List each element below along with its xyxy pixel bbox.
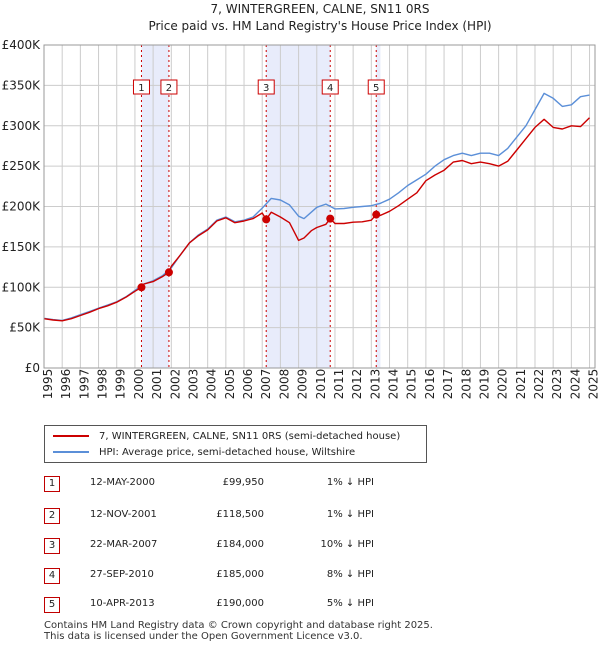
x-tick-label: 2005 <box>223 369 237 400</box>
x-tick-label: 2022 <box>532 369 546 400</box>
sale-price: £185,000 <box>216 569 264 580</box>
table-row: 5 10-APR-2013 £190,000 5% ↓ HPI <box>44 597 444 613</box>
sale-number-badge: 4 <box>44 568 60 584</box>
sale-label-number: 3 <box>263 83 269 94</box>
sale-date: 12-NOV-2001 <box>90 509 157 520</box>
legend-item-hpi: HPI: Average price, semi-detached house,… <box>53 445 355 461</box>
sale-hpi-diff: 1% ↓ HPI <box>326 509 374 520</box>
table-row: 3 22-MAR-2007 £184,000 10% ↓ HPI <box>44 538 444 554</box>
footer: Contains HM Land Registry data © Crown c… <box>44 620 433 642</box>
x-tick-label: 2021 <box>514 369 528 400</box>
y-tick-label: £350K <box>2 78 42 92</box>
sale-price: £184,000 <box>216 539 264 550</box>
footer-licence: This data is licensed under the Open Gov… <box>44 631 363 642</box>
sale-point <box>137 283 146 292</box>
plot-frame <box>43 44 596 369</box>
x-tick-label: 2023 <box>550 369 564 400</box>
x-tick-label: 2017 <box>441 369 455 400</box>
x-tick-label: 2011 <box>332 369 346 400</box>
sale-label-number: 4 <box>327 83 333 94</box>
sale-label-number: 5 <box>373 83 379 94</box>
x-tick-label: 2015 <box>405 369 419 400</box>
x-tick-label: 1998 <box>96 369 110 400</box>
x-tick-label: 2003 <box>186 369 200 400</box>
chart-legend: 7, WINTERGREEN, CALNE, SN11 0RS (semi-de… <box>44 425 427 463</box>
sale-number-badge: 3 <box>44 538 60 554</box>
x-tick-label: 2013 <box>368 369 382 400</box>
x-tick-label: 2007 <box>259 369 273 400</box>
sale-number-badge: 5 <box>44 597 60 613</box>
sale-point <box>326 214 335 223</box>
sale-price: £190,000 <box>216 598 264 609</box>
x-tick-label: 2001 <box>150 369 164 400</box>
y-tick-label: £50K <box>9 321 41 335</box>
x-tick-label: 2025 <box>587 369 600 400</box>
sale-price: £118,500 <box>216 509 264 520</box>
sale-hpi-diff: 5% ↓ HPI <box>326 598 374 609</box>
x-tick-label: 2010 <box>314 369 328 400</box>
x-tick-label: 2014 <box>387 369 401 400</box>
sale-label-number: 1 <box>138 83 144 94</box>
y-tick-label: £100K <box>2 280 42 294</box>
y-tick-label: £200K <box>2 200 42 214</box>
sale-hpi-diff: 1% ↓ HPI <box>326 477 374 488</box>
hpi-line <box>43 92 590 322</box>
sale-date: 22-MAR-2007 <box>90 539 158 550</box>
sale-date: 10-APR-2013 <box>90 598 155 609</box>
x-tick-label: 2016 <box>423 369 437 400</box>
x-tick-label: 2012 <box>350 369 364 400</box>
sale-label-box <box>257 79 275 95</box>
x-tick-label: 2009 <box>296 369 310 400</box>
y-tick-label: £0 <box>25 361 40 375</box>
x-tick-label: 2008 <box>277 369 291 400</box>
legend-label-property: 7, WINTERGREEN, CALNE, SN11 0RS (semi-de… <box>99 431 401 442</box>
x-tick-label: 2002 <box>168 369 182 400</box>
sale-label-box <box>321 79 339 95</box>
sale-point <box>262 215 271 224</box>
sale-label-number: 2 <box>166 83 172 94</box>
legend-label-hpi: HPI: Average price, semi-detached house,… <box>99 447 356 458</box>
sale-label-box <box>160 79 178 95</box>
sale-point <box>372 210 381 219</box>
x-tick-label: 1995 <box>41 369 55 400</box>
price-chart: 7, WINTERGREEN, CALNE, SN11 0RS Price pa… <box>2 2 600 400</box>
y-tick-label: £400K <box>2 38 42 52</box>
legend-item-property: 7, WINTERGREEN, CALNE, SN11 0RS (semi-de… <box>53 429 400 445</box>
sale-point <box>164 268 173 277</box>
sale-number-badge: 2 <box>44 508 60 524</box>
x-tick-label: 2018 <box>459 369 473 400</box>
x-tick-label: 1996 <box>59 369 73 400</box>
chart-subtitle: Price paid vs. HM Land Registry's House … <box>148 19 491 33</box>
sale-price: £99,950 <box>222 477 264 488</box>
y-tick-label: £150K <box>2 240 42 254</box>
sale-date: 27-SEP-2010 <box>90 569 154 580</box>
chart-title: 7, WINTERGREEN, CALNE, SN11 0RS <box>210 2 429 16</box>
table-row: 2 12-NOV-2001 £118,500 1% ↓ HPI <box>44 508 444 524</box>
y-tick-label: £250K <box>2 159 42 173</box>
table-row: 4 27-SEP-2010 £185,000 8% ↓ HPI <box>44 568 444 584</box>
x-tick-label: 2024 <box>568 369 582 400</box>
x-tick-label: 1999 <box>114 369 128 400</box>
x-tick-label: 2004 <box>205 369 219 400</box>
sale-hpi-diff: 8% ↓ HPI <box>326 569 374 580</box>
y-tick-label: £300K <box>2 119 42 133</box>
sale-number-badge: 1 <box>44 476 60 492</box>
sale-label-box <box>367 79 385 95</box>
x-tick-label: 2020 <box>496 369 510 400</box>
sale-date: 12-MAY-2000 <box>90 477 156 488</box>
sale-label-box <box>132 79 150 95</box>
legend-swatch-hpi <box>53 451 89 453</box>
x-tick-label: 2019 <box>477 369 491 400</box>
x-tick-label: 2000 <box>132 369 146 400</box>
sale-hpi-diff: 10% ↓ HPI <box>320 539 374 550</box>
x-tick-label: 1997 <box>77 369 91 400</box>
x-tick-label: 2006 <box>241 369 255 400</box>
table-row: 1 12-MAY-2000 £99,950 1% ↓ HPI <box>44 476 444 492</box>
legend-swatch-property <box>53 435 89 437</box>
footer-copyright: Contains HM Land Registry data © Crown c… <box>44 620 433 631</box>
